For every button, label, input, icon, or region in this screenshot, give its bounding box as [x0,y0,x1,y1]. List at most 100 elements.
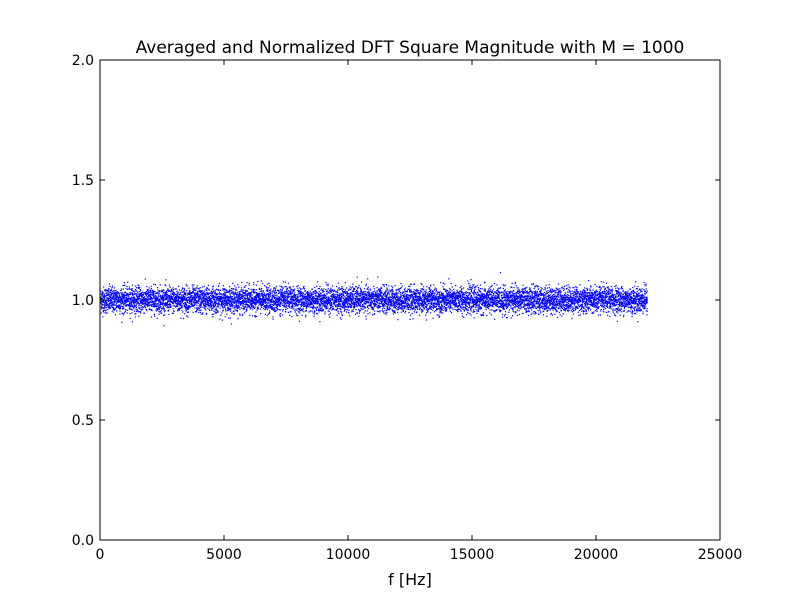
data-point [180,289,182,292]
data-point [275,301,277,303]
data-point [130,299,132,301]
data-point [376,294,379,296]
data-point [116,296,119,298]
data-point [291,296,293,298]
data-point [268,302,270,304]
data-point [354,303,356,306]
data-point [381,287,383,289]
data-point [140,307,142,309]
data-point [263,284,266,287]
data-point [378,293,381,295]
data-point [105,309,107,311]
data-point [159,290,161,292]
data-point [228,309,230,311]
data-point [243,308,246,310]
data-point [142,300,144,302]
data-point [391,285,393,287]
data-point [242,300,244,303]
data-point [200,295,202,297]
data-point [272,318,274,320]
data-point [128,304,130,306]
data-point [116,305,118,307]
data-point [144,301,146,304]
data-point [390,296,392,299]
data-point [389,289,391,291]
data-point [304,299,307,301]
data-point [365,283,367,285]
data-point [211,292,214,294]
data-point [344,304,346,306]
data-point [169,305,171,307]
data-point [233,293,235,296]
data-point [351,293,353,295]
data-point [352,303,354,305]
data-point [264,300,266,302]
data-point [159,306,161,308]
data-point [286,305,288,307]
data-point [299,309,302,312]
data-point [359,295,361,297]
data-point [114,308,117,310]
data-point [304,304,307,306]
data-point [157,294,160,296]
data-point [401,285,403,287]
data-point [371,308,373,310]
data-point [242,289,244,291]
data-point [301,303,303,305]
data-point [254,302,256,304]
data-point [149,299,151,301]
data-point [106,303,108,305]
data-point [138,297,140,300]
data-point [239,314,241,316]
data-point [255,298,258,300]
data-point [262,291,264,293]
data-point [332,290,334,292]
data-point [312,298,314,300]
data-point [168,313,170,315]
data-point [325,299,328,301]
data-point [247,306,249,308]
data-point [204,290,206,292]
data-point [228,302,230,305]
data-point [294,303,296,305]
data-point [229,293,231,295]
data-point [278,291,280,293]
data-point [370,303,372,305]
data-point [385,293,387,296]
data-point [273,304,275,306]
data-point [379,295,381,297]
data-point [166,295,168,297]
data-point [148,303,150,305]
data-point [376,310,378,312]
data-point [398,292,400,294]
data-point [100,293,102,295]
data-point [349,297,351,299]
data-point [145,291,147,293]
data-point [103,293,105,295]
data-point [128,300,130,302]
data-point [368,299,370,301]
data-point [190,298,192,301]
data-point [218,285,220,287]
data-point [138,304,140,307]
data-point [275,289,277,291]
data-point [331,295,333,297]
data-point [155,295,157,297]
data-point [345,302,347,305]
data-point [273,307,276,309]
data-point [351,290,353,293]
data-point [225,310,227,312]
data-point [135,303,138,305]
data-point [116,306,118,308]
data-point [127,294,130,296]
data-point [331,294,333,296]
data-point [112,290,114,292]
data-point [271,308,273,310]
data-point [185,298,188,300]
data-point [188,291,190,293]
data-point [397,308,400,311]
data-point [270,300,272,302]
data-point [344,303,346,305]
data-point [248,288,250,290]
data-point [250,303,252,306]
